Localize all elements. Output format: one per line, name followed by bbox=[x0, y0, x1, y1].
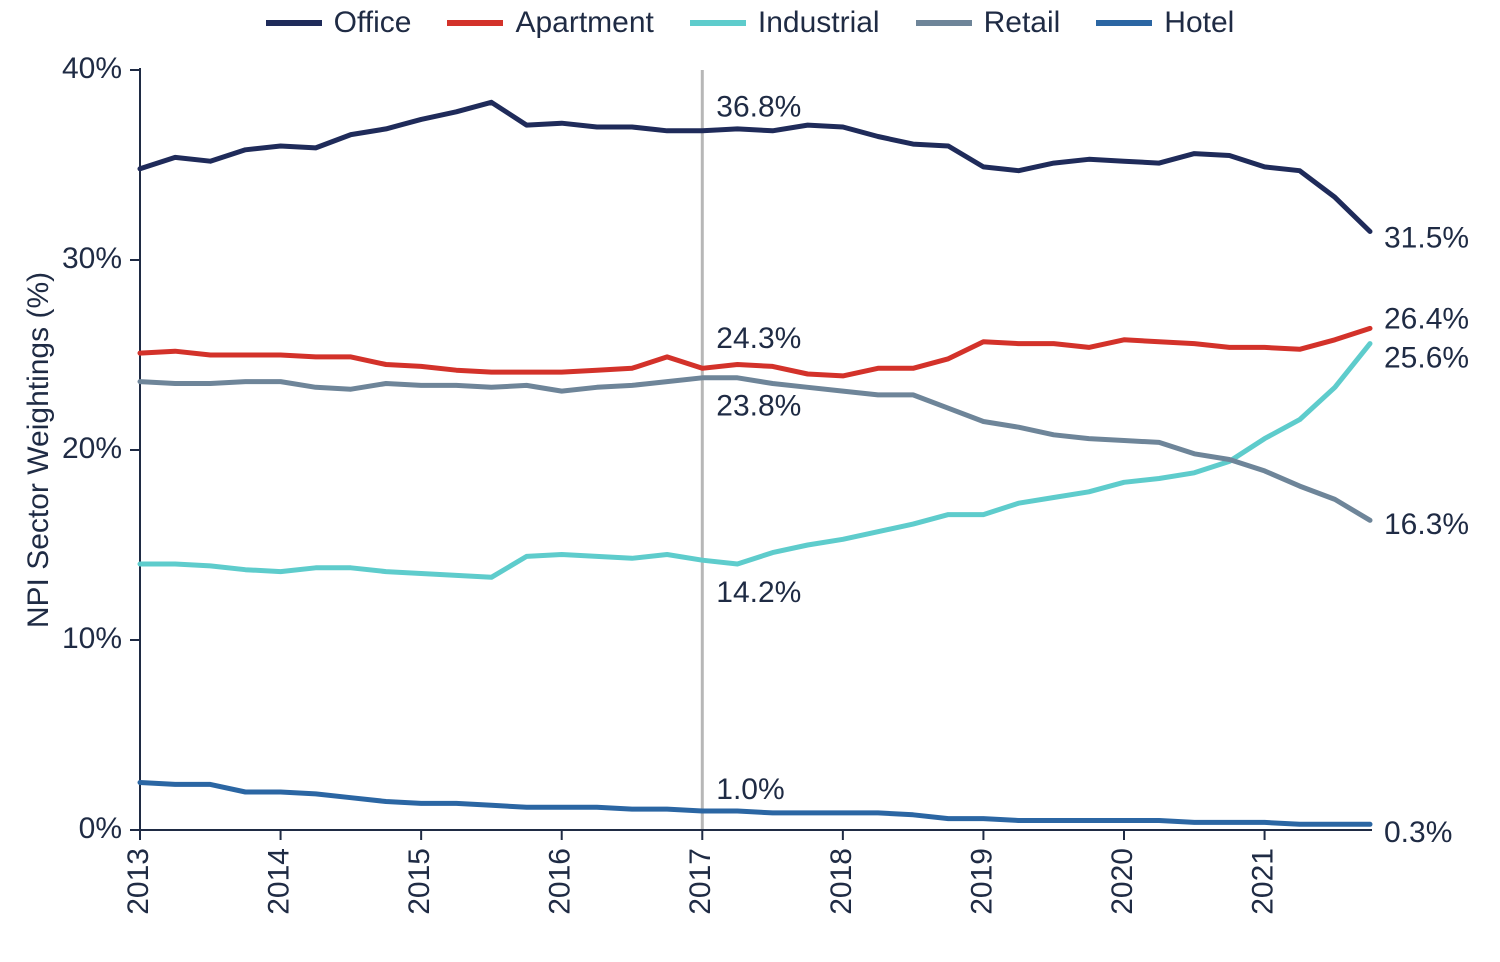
series-end-label: 31.5% bbox=[1384, 221, 1469, 254]
legend-swatch bbox=[1096, 20, 1152, 26]
series-end-label: 26.4% bbox=[1384, 302, 1469, 335]
legend-swatch bbox=[916, 20, 972, 26]
x-tick-label: 2013 bbox=[122, 848, 155, 915]
y-tick-label: 20% bbox=[62, 432, 122, 465]
y-tick-label: 0% bbox=[79, 812, 122, 845]
legend-item-office: Office bbox=[266, 6, 412, 40]
y-tick-label: 40% bbox=[62, 52, 122, 85]
legend-swatch bbox=[447, 20, 503, 26]
x-tick-label: 2016 bbox=[544, 848, 577, 915]
x-tick-label: 2021 bbox=[1246, 848, 1279, 915]
legend-item-apartment: Apartment bbox=[447, 6, 653, 40]
series-mid-label: 36.8% bbox=[716, 91, 801, 124]
series-mid-label: 23.8% bbox=[716, 390, 801, 423]
x-tick-label: 2019 bbox=[965, 848, 998, 915]
line-chart: 0% 10% 20% 30% 40% NPI Sector Weightings (%) 2… bbox=[0, 0, 1500, 962]
legend-label: Apartment bbox=[515, 6, 653, 40]
series-mid-label: 1.0% bbox=[716, 773, 784, 806]
y-tick-label: 30% bbox=[62, 242, 122, 275]
legend-label: Hotel bbox=[1164, 6, 1234, 40]
series-end-label: 16.3% bbox=[1384, 508, 1469, 541]
series-end-label: 0.3% bbox=[1384, 816, 1452, 849]
legend-label: Industrial bbox=[758, 6, 880, 40]
x-tick-label: 2020 bbox=[1106, 848, 1139, 915]
legend-item-retail: Retail bbox=[916, 6, 1061, 40]
x-tick-label: 2014 bbox=[262, 848, 295, 915]
x-tick-label: 2015 bbox=[403, 848, 436, 915]
legend-item-hotel: Hotel bbox=[1096, 6, 1234, 40]
x-tick-label: 2018 bbox=[825, 848, 858, 915]
chart-legend: Office Apartment Industrial Retail Hotel bbox=[0, 6, 1500, 40]
legend-item-industrial: Industrial bbox=[690, 6, 880, 40]
chart-container: Office Apartment Industrial Retail Hotel 0% 1… bbox=[0, 0, 1500, 962]
legend-swatch bbox=[266, 20, 322, 26]
series-mid-label: 14.2% bbox=[716, 576, 801, 609]
legend-label: Retail bbox=[984, 6, 1061, 40]
x-tick-label: 2017 bbox=[684, 848, 717, 915]
legend-swatch bbox=[690, 20, 746, 26]
series-mid-label: 24.3% bbox=[716, 322, 801, 355]
y-axis-label: NPI Sector Weightings (%) bbox=[22, 272, 55, 628]
y-tick-label: 10% bbox=[62, 622, 122, 655]
legend-label: Office bbox=[334, 6, 412, 40]
series-end-label: 25.6% bbox=[1384, 342, 1469, 375]
